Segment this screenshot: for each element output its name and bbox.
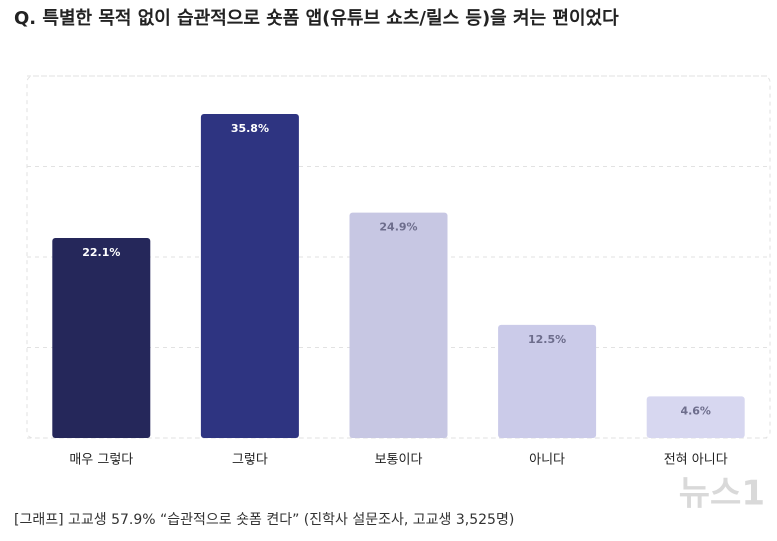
data-label: 24.9% — [379, 221, 417, 234]
x-tick-label: 매우 그렇다 — [69, 453, 133, 468]
bar — [349, 212, 448, 438]
watermark: 뉴스1 — [679, 474, 765, 514]
bar — [200, 114, 299, 438]
x-tick-label: 전혀 아니다 — [664, 453, 728, 468]
x-tick-label: 보통이다 — [375, 453, 423, 468]
data-label: 12.5% — [528, 333, 566, 346]
x-tick-label: 아니다 — [529, 453, 565, 468]
data-label: 22.1% — [82, 246, 120, 259]
x-tick-label: 그렇다 — [232, 453, 268, 468]
data-label: 4.6% — [680, 404, 711, 417]
data-label: 35.8% — [231, 122, 269, 135]
bar — [498, 324, 597, 438]
chart-title: Q. 특별한 목적 없이 습관적으로 숏폼 앱(유튜브 쇼츠/릴스 등)을 켜는… — [14, 7, 619, 29]
bar — [646, 396, 745, 438]
bar — [52, 237, 151, 438]
caption: [그래프] 고교생 57.9% “습관적으로 숏폼 켠다” (진학사 설문조사,… — [14, 512, 514, 528]
